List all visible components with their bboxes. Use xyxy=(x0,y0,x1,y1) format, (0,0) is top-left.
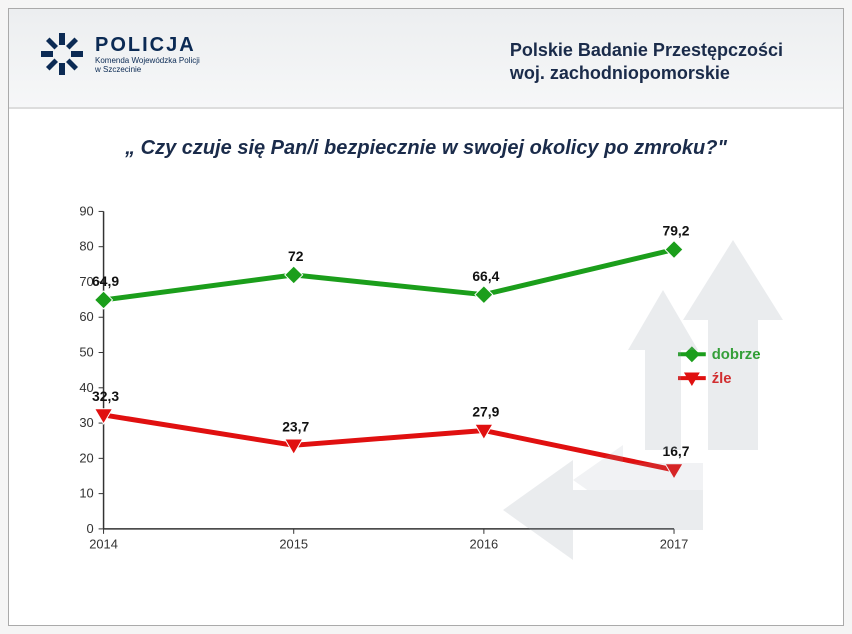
legend-label: dobrze xyxy=(712,347,761,363)
logo: POLICJA Komenda Wojewódzka Policji w Szc… xyxy=(39,31,200,77)
header: POLICJA Komenda Wojewódzka Policji w Szc… xyxy=(9,9,843,109)
chart-container: 0102030405060708090201420152016201764,97… xyxy=(49,200,803,580)
legend-label: źle xyxy=(712,371,732,387)
police-star-icon xyxy=(39,31,85,77)
x-tick-label: 2014 xyxy=(89,537,118,552)
data-label: 79,2 xyxy=(663,223,690,239)
data-marker xyxy=(475,286,493,304)
data-marker xyxy=(665,464,683,479)
y-tick-label: 60 xyxy=(79,309,93,324)
y-tick-label: 80 xyxy=(79,239,93,254)
data-marker xyxy=(95,291,113,309)
logo-title: POLICJA xyxy=(95,34,200,57)
data-label: 27,9 xyxy=(472,404,499,420)
legend-marker xyxy=(684,346,700,362)
x-tick-label: 2015 xyxy=(279,537,308,552)
chart-question: „ Czy czuje się Pan/i bezpiecznie w swoj… xyxy=(9,109,843,170)
y-tick-label: 90 xyxy=(79,203,93,218)
data-label: 32,3 xyxy=(92,388,119,404)
line-chart: 0102030405060708090201420152016201764,97… xyxy=(49,200,803,580)
x-tick-label: 2016 xyxy=(470,537,499,552)
data-label: 64,9 xyxy=(92,273,119,289)
y-tick-label: 0 xyxy=(86,521,93,536)
series-line-źle xyxy=(104,415,674,470)
y-tick-label: 10 xyxy=(79,486,93,501)
header-title-line2: woj. zachodniopomorskie xyxy=(510,62,783,85)
y-tick-label: 30 xyxy=(79,415,93,430)
y-tick-label: 20 xyxy=(79,450,93,465)
data-marker xyxy=(285,266,303,284)
x-tick-label: 2017 xyxy=(660,537,689,552)
series-line-dobrze xyxy=(104,250,674,300)
header-title-line1: Polskie Badanie Przestępczości xyxy=(510,39,783,62)
y-tick-label: 50 xyxy=(79,344,93,359)
data-label: 72 xyxy=(288,248,304,264)
logo-subtitle-2: w Szczecinie xyxy=(95,66,200,75)
data-label: 16,7 xyxy=(663,443,690,459)
data-label: 66,4 xyxy=(472,268,499,284)
header-title: Polskie Badanie Przestępczości woj. zach… xyxy=(510,39,783,86)
data-marker xyxy=(665,241,683,259)
data-label: 23,7 xyxy=(282,418,309,434)
